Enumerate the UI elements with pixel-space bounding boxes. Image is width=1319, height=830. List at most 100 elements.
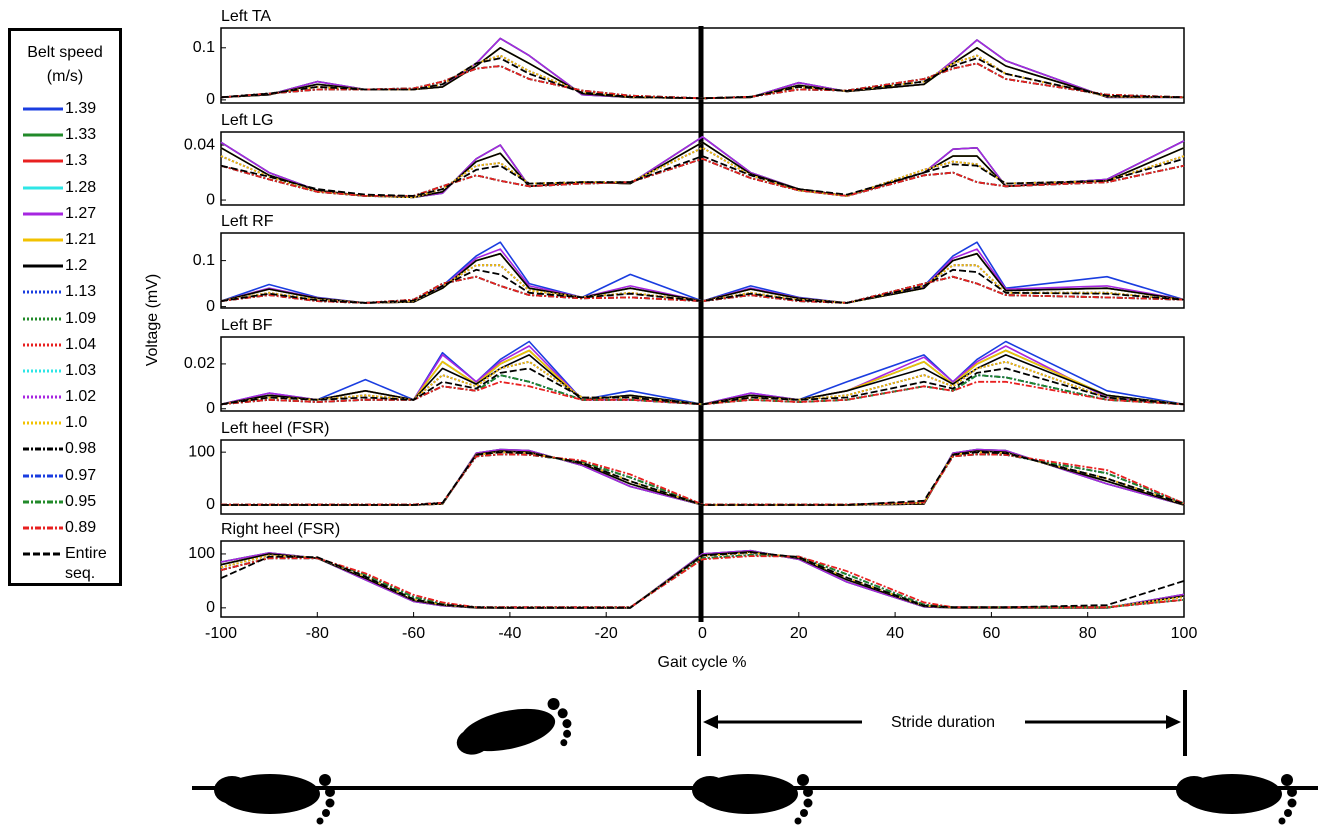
legend-item: 0.95 <box>11 492 119 518</box>
series-line <box>220 360 1185 406</box>
x-tick-label: 100 <box>1171 625 1198 642</box>
legend-swatch <box>23 421 63 425</box>
series-line <box>220 268 1185 304</box>
legend-label: 1.28 <box>65 178 97 196</box>
legend-label: 1.0 <box>65 414 88 432</box>
legend-label: 0.98 <box>65 440 97 458</box>
legend-swatch <box>23 343 63 347</box>
y-tick-label: 0 <box>206 191 215 208</box>
footprint <box>1176 774 1297 825</box>
arrow-head <box>703 715 718 729</box>
panel-title: Left LG <box>221 112 273 129</box>
y-tick-label: 0.02 <box>184 355 215 372</box>
x-axis-label: Gait cycle % <box>658 654 747 671</box>
series-line <box>220 380 1185 406</box>
legend: Belt speed (m/s) 1.39 1.33 1.3 1.28 1.27 1.21… <box>8 28 122 586</box>
series-line <box>220 367 1185 406</box>
legend-label: 1.27 <box>65 204 97 222</box>
series-line <box>220 551 1185 609</box>
panel-frame <box>220 27 1185 104</box>
legend-label: 1.2 <box>65 257 88 275</box>
legend-swatch <box>23 474 63 478</box>
y-axis-label: Voltage (mV) <box>144 274 161 366</box>
legend-swatch <box>23 447 63 451</box>
footprint <box>692 774 813 825</box>
legend-label: 1.33 <box>65 126 97 144</box>
legend-swatch <box>23 500 63 504</box>
footprint <box>456 697 572 755</box>
legend-swatch <box>23 552 63 556</box>
legend-item: 1.2 <box>11 256 119 282</box>
legend-item: 1.21 <box>11 230 119 256</box>
legend-swatch <box>23 526 63 530</box>
x-tick-label: -40 <box>498 625 521 642</box>
y-tick-label: 0.1 <box>193 39 215 56</box>
series-line <box>221 451 1185 506</box>
series-line <box>220 340 1185 406</box>
series-line <box>220 155 1185 197</box>
legend-title: Belt speed (m/s) <box>11 41 119 89</box>
legend-item: 0.98 <box>11 439 119 465</box>
legend-label: 1.02 <box>65 388 97 406</box>
legend-item: 1.28 <box>11 178 119 204</box>
legend-label: 1.09 <box>65 309 97 327</box>
legend-label: 1.39 <box>65 100 97 117</box>
annotation: Stride duration <box>891 714 995 731</box>
y-tick-label: 0 <box>206 298 215 315</box>
series-line <box>220 57 1185 100</box>
legend-swatch <box>23 317 63 320</box>
legend-swatch <box>23 238 63 242</box>
y-tick-label: 0 <box>206 496 215 513</box>
legend-item: 1.04 <box>11 335 119 361</box>
x-tick-label: -100 <box>205 625 237 642</box>
x-tick-label: 40 <box>886 625 904 642</box>
y-tick-label: 100 <box>188 443 215 460</box>
legend-label: 1.04 <box>65 335 97 353</box>
panel-frame <box>220 336 1185 412</box>
legend-swatch <box>23 159 63 163</box>
legend-swatch <box>23 133 63 137</box>
legend-label: 0.95 <box>65 492 97 510</box>
legend-swatch <box>23 186 63 190</box>
legend-item: 1.02 <box>11 387 119 413</box>
legend-item: 1.33 <box>11 125 119 151</box>
panel-title: Left TA <box>221 8 271 25</box>
legend-swatch <box>23 395 63 399</box>
x-tick-label: 80 <box>1079 625 1097 642</box>
series-line <box>220 146 1185 199</box>
legend-swatch <box>23 369 63 373</box>
footprint <box>214 774 335 825</box>
legend-title-line: Belt speed <box>27 44 103 61</box>
legend-label: 1.21 <box>65 230 97 248</box>
legend-item: 1.13 <box>11 282 119 308</box>
legend-swatch <box>23 264 63 268</box>
y-tick-label: 0 <box>206 400 215 417</box>
panel-title: Left heel (FSR) <box>221 420 329 437</box>
y-tick-label: 0.04 <box>184 136 215 153</box>
series-line <box>220 354 1185 406</box>
x-tick-label: 20 <box>790 625 808 642</box>
legend-label: Entire seq. <box>65 545 107 583</box>
legend-item: 1.39 <box>11 99 119 125</box>
x-tick-label: 60 <box>983 625 1001 642</box>
legend-swatch <box>23 107 63 111</box>
panel-title: Left RF <box>221 213 274 230</box>
panel-frame <box>220 232 1185 309</box>
legend-label: 0.97 <box>65 466 97 484</box>
y-tick-label: 0 <box>206 599 215 616</box>
legend-label: 1.13 <box>65 283 97 301</box>
legend-item: Entire seq. <box>11 544 119 582</box>
panel-frame <box>220 439 1185 515</box>
panel-frame <box>220 131 1185 206</box>
y-tick-label: 0.1 <box>193 252 215 269</box>
legend-title-line: (m/s) <box>46 68 84 85</box>
legend-swatch <box>23 212 63 216</box>
y-tick-label: 100 <box>188 545 215 562</box>
legend-label: 0.89 <box>65 519 97 536</box>
legend-item: 0.97 <box>11 466 119 492</box>
legend-item: 1.0 <box>11 413 119 439</box>
legend-item: 1.3 <box>11 151 119 177</box>
y-tick-label: 0 <box>206 91 215 108</box>
